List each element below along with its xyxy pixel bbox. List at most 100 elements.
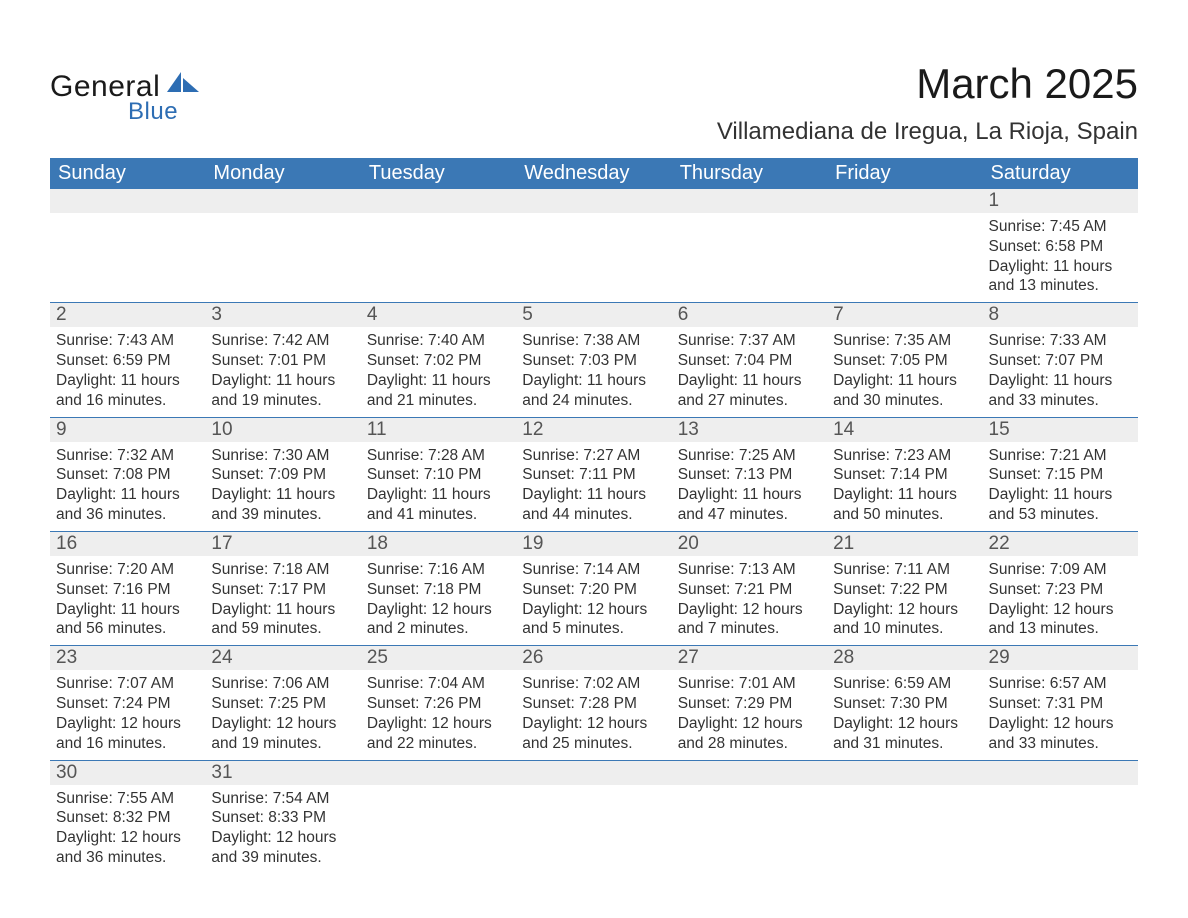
day-content: Sunrise: 7:27 AMSunset: 7:11 PMDaylight:… [516,442,671,531]
calendar-week-row: 23Sunrise: 7:07 AMSunset: 7:24 PMDayligh… [50,646,1138,760]
calendar-cell [827,189,982,303]
day-number: 26 [516,646,671,670]
day-content: Sunrise: 7:33 AMSunset: 7:07 PMDaylight:… [983,327,1138,416]
day-line: Daylight: 11 hours and 19 minutes. [211,371,354,411]
day-number: 27 [672,646,827,670]
day-number: 17 [205,532,360,556]
header: General Blue March 2025 Villamediana de … [50,40,1138,146]
day-content: Sunrise: 6:57 AMSunset: 7:31 PMDaylight:… [983,670,1138,759]
day-line: Sunrise: 7:27 AM [522,446,665,466]
day-content: Sunrise: 7:14 AMSunset: 7:20 PMDaylight:… [516,556,671,645]
day-line: Sunrise: 7:37 AM [678,331,821,351]
day-content: Sunrise: 7:11 AMSunset: 7:22 PMDaylight:… [827,556,982,645]
day-content: Sunrise: 7:16 AMSunset: 7:18 PMDaylight:… [361,556,516,645]
calendar-cell [672,760,827,874]
calendar-cell: 3Sunrise: 7:42 AMSunset: 7:01 PMDaylight… [205,303,360,417]
calendar-cell: 27Sunrise: 7:01 AMSunset: 7:29 PMDayligh… [672,646,827,760]
calendar-table: Sunday Monday Tuesday Wednesday Thursday… [50,158,1138,874]
calendar-cell [983,760,1138,874]
day-line: Daylight: 12 hours and 10 minutes. [833,600,976,640]
location: Villamediana de Iregua, La Rioja, Spain [717,118,1138,146]
dow-friday: Friday [827,158,982,189]
calendar-cell [361,189,516,303]
day-line: Sunset: 7:25 PM [211,694,354,714]
day-content: Sunrise: 7:35 AMSunset: 7:05 PMDaylight:… [827,327,982,416]
calendar-week-row: 2Sunrise: 7:43 AMSunset: 6:59 PMDaylight… [50,303,1138,417]
calendar-cell: 18Sunrise: 7:16 AMSunset: 7:18 PMDayligh… [361,531,516,645]
day-number: 19 [516,532,671,556]
day-line: Sunrise: 7:01 AM [678,674,821,694]
day-number [361,189,516,213]
calendar-cell: 16Sunrise: 7:20 AMSunset: 7:16 PMDayligh… [50,531,205,645]
month-title: March 2025 [717,60,1138,108]
day-content: Sunrise: 7:28 AMSunset: 7:10 PMDaylight:… [361,442,516,531]
calendar-cell: 28Sunrise: 6:59 AMSunset: 7:30 PMDayligh… [827,646,982,760]
day-line: Sunset: 7:10 PM [367,465,510,485]
day-number: 7 [827,303,982,327]
day-line: Daylight: 11 hours and 44 minutes. [522,485,665,525]
calendar-cell: 5Sunrise: 7:38 AMSunset: 7:03 PMDaylight… [516,303,671,417]
calendar-cell: 15Sunrise: 7:21 AMSunset: 7:15 PMDayligh… [983,417,1138,531]
day-line: Sunrise: 7:35 AM [833,331,976,351]
day-line: Sunset: 8:32 PM [56,808,199,828]
day-content: Sunrise: 7:37 AMSunset: 7:04 PMDaylight:… [672,327,827,416]
calendar-cell: 10Sunrise: 7:30 AMSunset: 7:09 PMDayligh… [205,417,360,531]
day-line: Sunrise: 7:32 AM [56,446,199,466]
day-line: Daylight: 11 hours and 47 minutes. [678,485,821,525]
day-number [672,189,827,213]
day-line: Sunset: 7:23 PM [989,580,1132,600]
day-content: Sunrise: 7:40 AMSunset: 7:02 PMDaylight:… [361,327,516,416]
day-line: Daylight: 12 hours and 13 minutes. [989,600,1132,640]
day-number: 25 [361,646,516,670]
day-line: Daylight: 12 hours and 16 minutes. [56,714,199,754]
day-line: Sunrise: 7:20 AM [56,560,199,580]
day-number: 5 [516,303,671,327]
day-line: Daylight: 11 hours and 13 minutes. [989,257,1132,297]
day-line: Sunset: 7:21 PM [678,580,821,600]
day-content: Sunrise: 7:04 AMSunset: 7:26 PMDaylight:… [361,670,516,759]
day-number: 8 [983,303,1138,327]
day-content: Sunrise: 7:20 AMSunset: 7:16 PMDaylight:… [50,556,205,645]
calendar-week-row: 1Sunrise: 7:45 AMSunset: 6:58 PMDaylight… [50,189,1138,303]
day-content: Sunrise: 7:06 AMSunset: 7:25 PMDaylight:… [205,670,360,759]
day-number: 18 [361,532,516,556]
day-line: Sunset: 6:58 PM [989,237,1132,257]
day-line: Sunrise: 7:33 AM [989,331,1132,351]
day-line: Sunset: 8:33 PM [211,808,354,828]
calendar-cell: 13Sunrise: 7:25 AMSunset: 7:13 PMDayligh… [672,417,827,531]
day-number: 3 [205,303,360,327]
calendar-cell: 6Sunrise: 7:37 AMSunset: 7:04 PMDaylight… [672,303,827,417]
day-line: Daylight: 11 hours and 21 minutes. [367,371,510,411]
day-line: Daylight: 11 hours and 59 minutes. [211,600,354,640]
day-content: Sunrise: 7:21 AMSunset: 7:15 PMDaylight:… [983,442,1138,531]
day-line: Daylight: 12 hours and 36 minutes. [56,828,199,868]
calendar-cell: 24Sunrise: 7:06 AMSunset: 7:25 PMDayligh… [205,646,360,760]
calendar-cell: 21Sunrise: 7:11 AMSunset: 7:22 PMDayligh… [827,531,982,645]
calendar-header-row: Sunday Monday Tuesday Wednesday Thursday… [50,158,1138,189]
logo-sail-icon [167,70,199,101]
day-number: 14 [827,418,982,442]
day-number: 31 [205,761,360,785]
day-content: Sunrise: 7:55 AMSunset: 8:32 PMDaylight:… [50,785,205,874]
day-line: Sunrise: 7:09 AM [989,560,1132,580]
day-line: Daylight: 11 hours and 36 minutes. [56,485,199,525]
day-line: Sunset: 7:13 PM [678,465,821,485]
day-number: 22 [983,532,1138,556]
day-line: Daylight: 11 hours and 50 minutes. [833,485,976,525]
day-number [827,761,982,785]
day-line: Sunset: 7:04 PM [678,351,821,371]
day-line: Sunrise: 7:30 AM [211,446,354,466]
calendar-cell: 7Sunrise: 7:35 AMSunset: 7:05 PMDaylight… [827,303,982,417]
day-line: Daylight: 12 hours and 25 minutes. [522,714,665,754]
day-line: Daylight: 11 hours and 39 minutes. [211,485,354,525]
day-line: Daylight: 11 hours and 33 minutes. [989,371,1132,411]
day-line: Sunrise: 7:14 AM [522,560,665,580]
day-line: Daylight: 12 hours and 22 minutes. [367,714,510,754]
day-number: 15 [983,418,1138,442]
day-number: 20 [672,532,827,556]
day-line: Sunrise: 7:54 AM [211,789,354,809]
day-line: Sunrise: 7:45 AM [989,217,1132,237]
dow-monday: Monday [205,158,360,189]
day-number: 29 [983,646,1138,670]
day-line: Sunset: 7:31 PM [989,694,1132,714]
